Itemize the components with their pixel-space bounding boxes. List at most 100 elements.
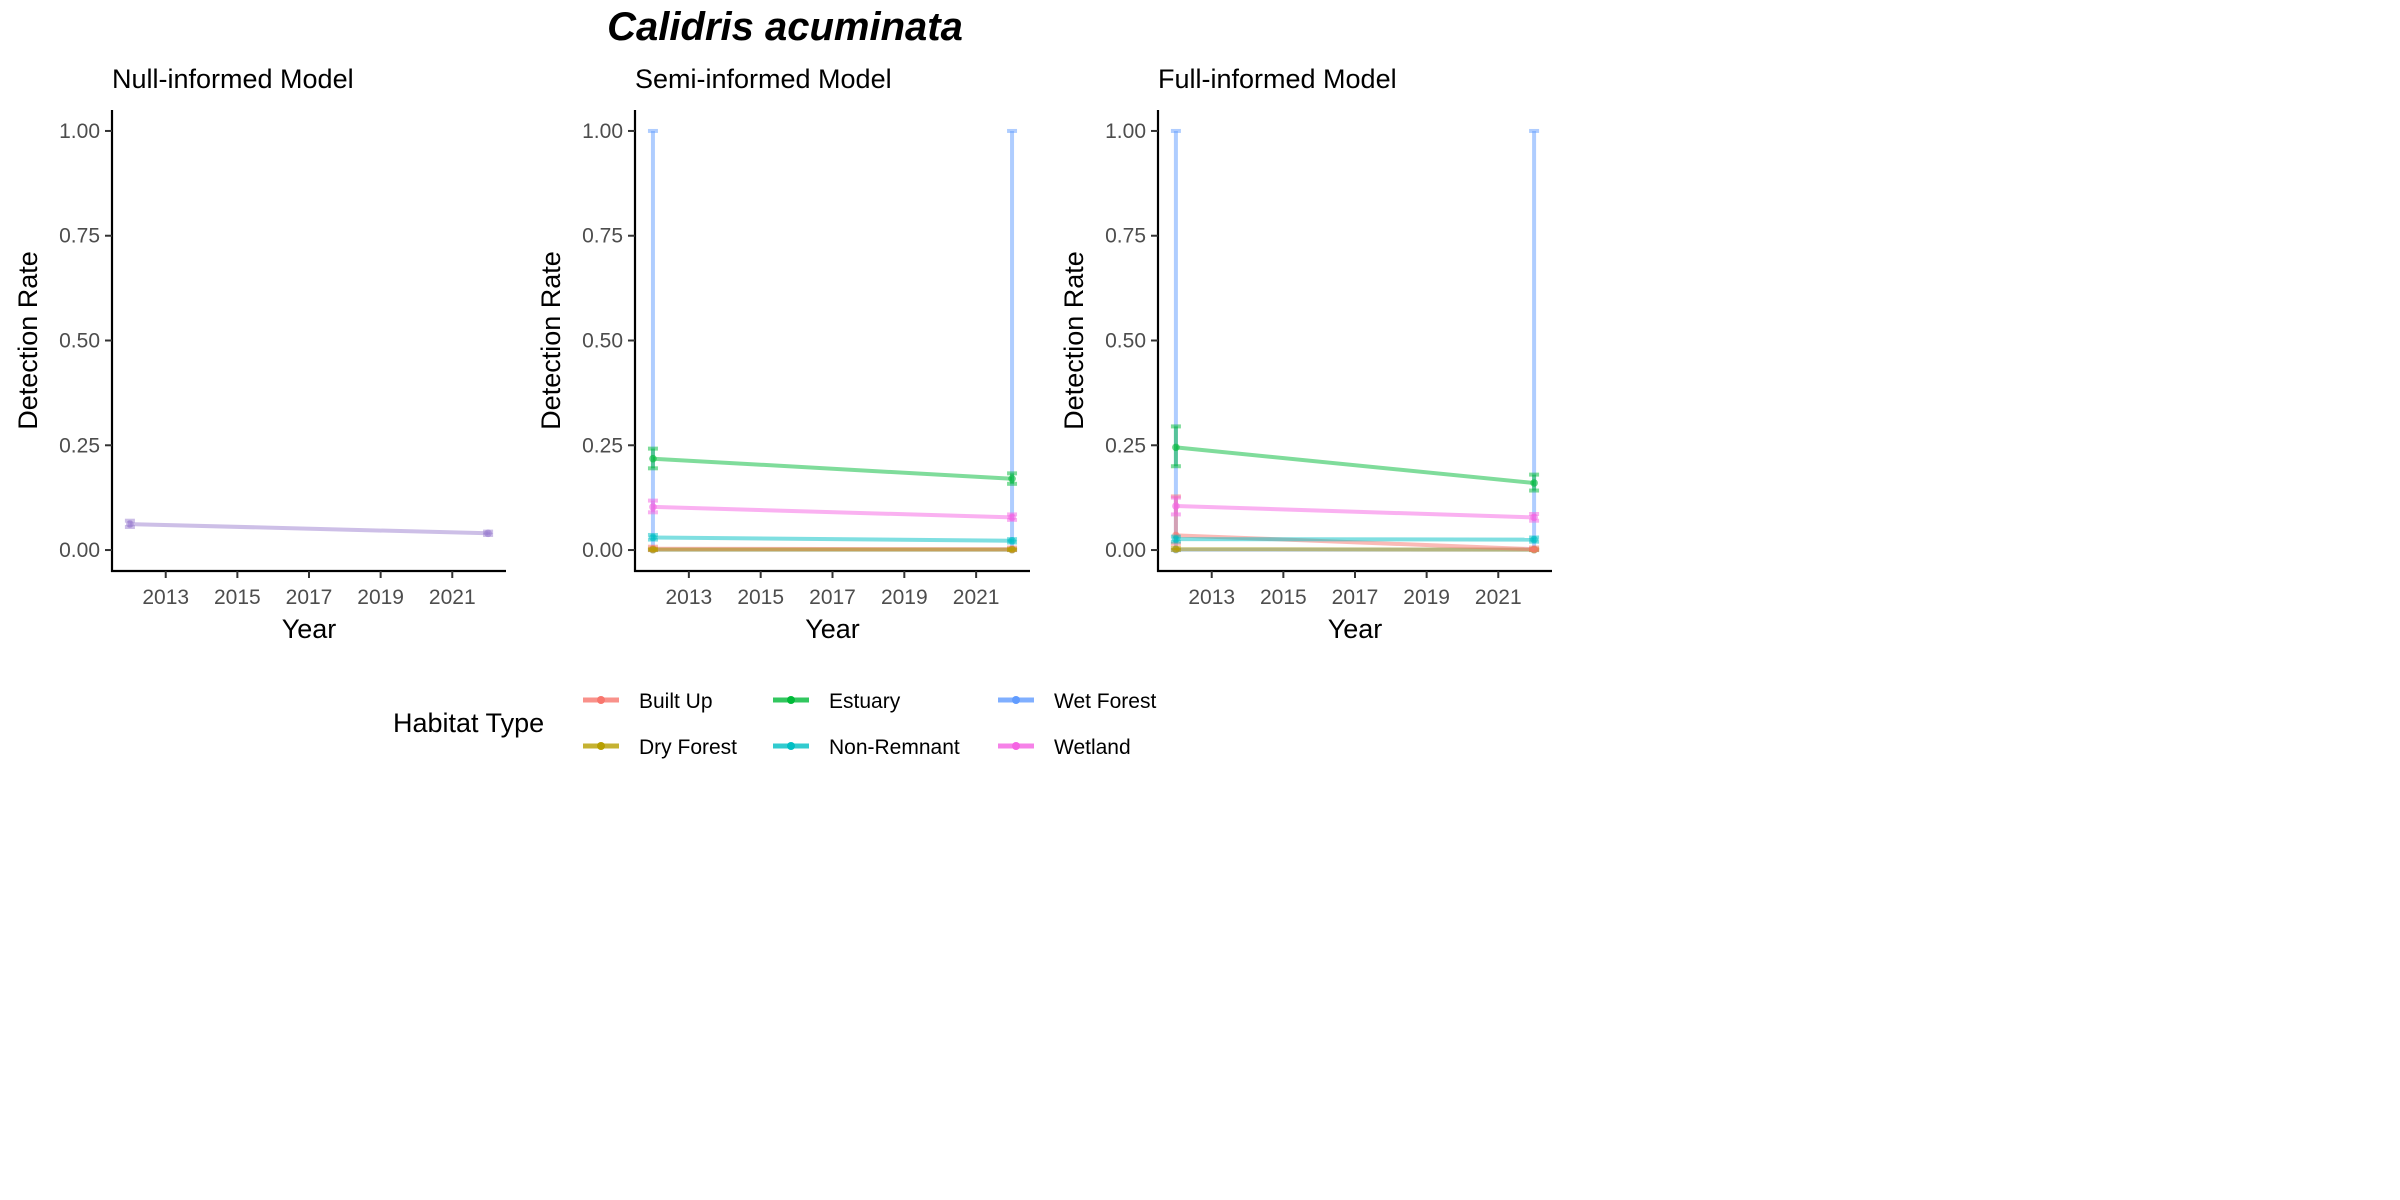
panel-null-informed-model: Null-informed Model 0.00 0.25 0.50 0.75 1.00 2… xyxy=(13,64,506,644)
series-wetland xyxy=(647,498,1018,522)
series-estuary xyxy=(647,446,1018,486)
x-tick-label: 2013 xyxy=(666,586,713,609)
y-axis-label: Detection Rate xyxy=(536,251,566,430)
panels: Null-informed Model 0.00 0.25 0.50 0.75 1.00 2… xyxy=(13,64,1552,644)
panel-title: Semi-informed Model xyxy=(635,64,892,94)
legend-key-point xyxy=(787,696,795,704)
y-tick-label: 1.00 xyxy=(1105,120,1146,143)
data-point xyxy=(649,545,657,554)
legend-label: Non-Remnant xyxy=(829,736,960,759)
y-tick-label: 0.25 xyxy=(59,434,100,457)
data-point xyxy=(649,503,657,511)
series-wet-forest xyxy=(647,128,1018,554)
y-tick-label: 0.25 xyxy=(1105,434,1146,457)
panel-semi-informed-model: Semi-informed Model 0.00 0.25 0.50 0.75 1.00 2… xyxy=(536,64,1030,644)
data-point xyxy=(1172,502,1180,510)
series-line xyxy=(1175,537,1535,542)
legend-label: Wetland xyxy=(1054,736,1131,759)
x-tick-label: 2019 xyxy=(1403,586,1450,609)
data-point xyxy=(126,520,134,528)
x-tick-label: 2019 xyxy=(357,586,404,609)
panel-title: Null-informed Model xyxy=(112,64,354,94)
data-point xyxy=(649,533,657,542)
legend-item-wet-forest: Wet Forest xyxy=(998,690,1156,713)
series-line xyxy=(129,522,489,536)
legend-item-estuary: Estuary xyxy=(773,690,901,713)
data-point xyxy=(1530,535,1538,544)
series-non-remnant xyxy=(647,532,1018,545)
data-point xyxy=(1172,443,1180,452)
panel-full-informed-model: Full-informed Model 0.00 0.25 0.50 0.75 1.00 2… xyxy=(1059,64,1552,644)
legend-key-point xyxy=(597,696,605,704)
series-dry-forest xyxy=(1170,545,1540,554)
legend: Habitat Type Built Up Dry Forest Estuary Non… xyxy=(393,690,1156,759)
data-point xyxy=(1008,537,1016,545)
legend-item-dry-forest: Dry Forest xyxy=(583,736,737,759)
y-tick-label: 0.75 xyxy=(1105,225,1146,248)
legend-item-built-up: Built Up xyxy=(583,690,713,713)
legend-key-point xyxy=(787,742,795,750)
x-tick-label: 2017 xyxy=(286,586,333,609)
x-tick-label: 2021 xyxy=(429,586,476,609)
x-tick-label: 2019 xyxy=(881,586,928,609)
y-tick-label: 0.50 xyxy=(582,330,623,353)
data-point xyxy=(1008,545,1016,554)
data-point xyxy=(1530,479,1538,487)
legend-key-point xyxy=(1012,696,1020,704)
y-tick-label: 1.00 xyxy=(582,120,623,143)
series-line xyxy=(1175,445,1535,485)
legend-title: Habitat Type xyxy=(393,708,544,738)
legend-item-wetland: Wetland xyxy=(998,736,1131,759)
series-null xyxy=(124,518,494,538)
series-non-remnant xyxy=(1170,534,1540,544)
x-axis-label: Year xyxy=(282,614,337,644)
y-axis-label: Detection Rate xyxy=(1059,251,1089,430)
y-tick-label: 0.75 xyxy=(59,225,100,248)
data-point xyxy=(649,454,657,463)
series-line xyxy=(652,456,1013,481)
x-tick-label: 2013 xyxy=(1188,586,1235,609)
chart-canvas: Calidris acuminata Null-informed Model 0.… xyxy=(13,5,1552,759)
data-point xyxy=(1008,475,1016,483)
series-wetland xyxy=(1170,495,1540,523)
series-built-up xyxy=(1170,494,1540,554)
data-point xyxy=(1172,545,1180,554)
x-tick-label: 2021 xyxy=(953,586,1000,609)
legend-label: Built Up xyxy=(639,690,713,713)
series-line xyxy=(652,504,1013,520)
main-title: Calidris acuminata xyxy=(607,5,963,49)
y-tick-label: 0.75 xyxy=(582,225,623,248)
x-axis-label: Year xyxy=(805,614,860,644)
x-tick-label: 2015 xyxy=(214,586,261,609)
panel-title: Full-informed Model xyxy=(1158,64,1397,94)
x-tick-label: 2017 xyxy=(1332,586,1379,609)
data-point xyxy=(484,529,492,538)
series-dry-forest xyxy=(647,545,1018,554)
y-tick-label: 0.50 xyxy=(1105,330,1146,353)
x-tick-label: 2013 xyxy=(142,586,189,609)
x-tick-label: 2021 xyxy=(1475,586,1522,609)
y-tick-label: 0.00 xyxy=(1105,539,1146,562)
legend-label: Dry Forest xyxy=(639,736,737,759)
legend-key-point xyxy=(1012,742,1020,750)
y-tick-label: 0.25 xyxy=(582,434,623,457)
y-tick-label: 0.50 xyxy=(59,330,100,353)
legend-item-non-remnant: Non-Remnant xyxy=(773,736,960,759)
y-tick-label: 0.00 xyxy=(59,539,100,562)
legend-label: Estuary xyxy=(829,690,901,713)
data-point xyxy=(1530,545,1538,554)
data-point xyxy=(1172,535,1180,543)
x-tick-label: 2017 xyxy=(809,586,856,609)
legend-label: Wet Forest xyxy=(1054,690,1156,713)
series-estuary xyxy=(1170,424,1540,493)
y-axis-label: Detection Rate xyxy=(13,251,43,430)
series-wet-forest xyxy=(1170,128,1540,554)
data-point xyxy=(1530,513,1538,522)
y-tick-label: 0.00 xyxy=(582,539,623,562)
y-tick-label: 1.00 xyxy=(59,120,100,143)
series-line xyxy=(652,535,1013,543)
x-tick-label: 2015 xyxy=(737,586,784,609)
figure: Calidris acuminata Null-informed Model 0.… xyxy=(0,0,1560,780)
data-point xyxy=(1008,513,1016,522)
legend-key-point xyxy=(597,742,605,750)
